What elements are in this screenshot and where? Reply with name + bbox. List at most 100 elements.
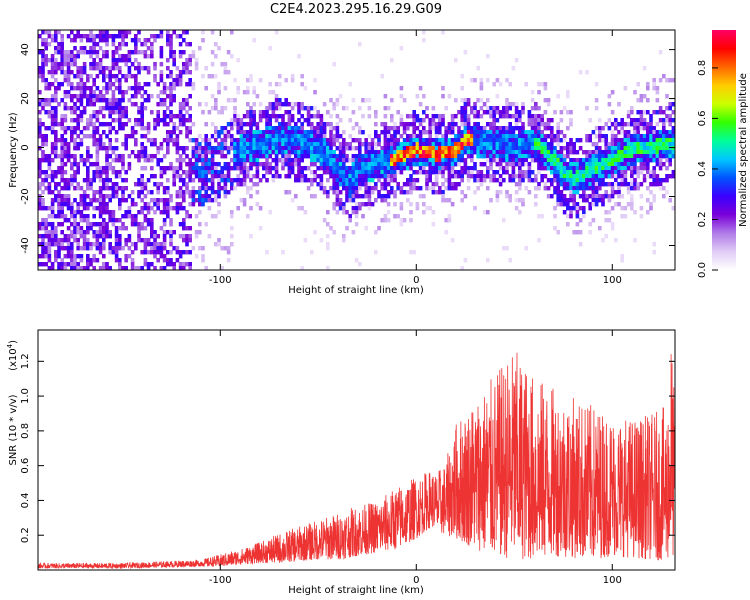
heatmap-cell <box>140 182 144 187</box>
heatmap-cell <box>412 118 416 123</box>
heatmap-cell <box>543 154 548 159</box>
heatmap-cell <box>63 50 68 55</box>
heatmap-cell <box>463 50 468 55</box>
heatmap-cell <box>239 154 244 159</box>
heatmap-cell <box>198 146 202 151</box>
heatmap-cell <box>82 50 87 55</box>
heatmap-cell <box>60 62 64 67</box>
heatmap-cell <box>185 262 189 267</box>
heatmap-cell <box>50 170 55 175</box>
heatmap-cell <box>646 138 650 143</box>
heatmap-cell <box>108 122 112 127</box>
heatmap-cell <box>271 130 276 135</box>
heatmap-cell <box>434 130 439 135</box>
heatmap-cell <box>153 198 157 203</box>
heatmap-cell <box>262 142 266 147</box>
heatmap-cell <box>111 194 116 199</box>
heatmap-cell <box>438 186 442 191</box>
heatmap-cell <box>489 114 493 119</box>
heatmap-cell <box>588 206 592 211</box>
x-tick-label: 100 <box>603 275 622 286</box>
heatmap-cell <box>70 82 74 87</box>
heatmap-cell <box>338 134 343 139</box>
heatmap-cell <box>146 238 151 243</box>
heatmap-cell <box>623 86 628 91</box>
heatmap-cell <box>601 150 605 155</box>
heatmap-cell <box>428 178 432 183</box>
heatmap-cell <box>249 146 253 151</box>
heatmap-cell <box>194 174 199 179</box>
heatmap-cell <box>588 118 592 123</box>
heatmap-cell <box>105 158 109 163</box>
heatmap-cell <box>556 138 560 143</box>
heatmap-cell <box>233 146 237 151</box>
heatmap-cell <box>89 98 93 103</box>
heatmap-cell <box>265 178 269 183</box>
heatmap-cell <box>466 138 471 143</box>
heatmap-cell <box>76 170 80 175</box>
heatmap-cell <box>466 126 471 131</box>
heatmap-cell <box>70 110 74 115</box>
heatmap-cell <box>236 166 240 171</box>
heatmap-cell <box>201 202 205 207</box>
heatmap-cell <box>572 190 576 195</box>
heatmap-cell <box>92 230 96 235</box>
heatmap-cell <box>527 110 532 115</box>
heatmap-cell <box>70 258 74 263</box>
heatmap-cell <box>582 214 586 219</box>
heatmap-cell <box>463 150 468 155</box>
heatmap-cell <box>265 110 269 115</box>
heatmap-cell <box>76 70 80 75</box>
heatmap-cell <box>466 130 471 135</box>
heatmap-cell <box>239 118 244 123</box>
heatmap-cell <box>406 146 410 151</box>
heatmap-cell <box>98 210 103 215</box>
heatmap-cell <box>156 122 160 127</box>
heatmap-cell <box>185 226 189 231</box>
heatmap-cell <box>588 202 592 207</box>
heatmap-cell <box>169 102 173 107</box>
heatmap-cell <box>332 138 336 143</box>
heatmap-cell <box>274 142 279 147</box>
heatmap-cell <box>63 154 68 159</box>
heatmap-cell <box>335 162 340 167</box>
heatmap-cell <box>54 230 58 235</box>
heatmap-cell <box>671 130 675 135</box>
heatmap-cell <box>114 174 119 179</box>
heatmap-cell <box>287 162 292 167</box>
heatmap-cell <box>460 166 464 171</box>
heatmap-cell <box>249 110 253 115</box>
heatmap-cell <box>114 234 119 239</box>
heatmap-cell <box>153 122 157 127</box>
heatmap-cell <box>63 162 68 167</box>
heatmap-cell <box>402 138 407 143</box>
heatmap-cell <box>457 150 461 155</box>
heatmap-cell <box>252 114 256 119</box>
heatmap-cell <box>102 226 106 231</box>
heatmap-cell <box>223 66 228 71</box>
heatmap-cell <box>658 166 663 171</box>
heatmap-cell <box>82 126 87 131</box>
heatmap-cell <box>386 162 391 167</box>
heatmap-cell <box>50 34 55 39</box>
heatmap-cell <box>649 158 653 163</box>
heatmap-cell <box>578 230 583 235</box>
heatmap-cell <box>450 166 455 171</box>
heatmap-cell <box>556 158 560 163</box>
heatmap-cell <box>361 182 365 187</box>
heatmap-cell <box>114 246 119 251</box>
heatmap-cell <box>530 138 535 143</box>
heatmap-cell <box>521 138 525 143</box>
heatmap-cell <box>47 30 52 35</box>
heatmap-cell <box>127 54 132 59</box>
heatmap-cell <box>665 178 669 183</box>
heatmap-cell <box>102 210 106 215</box>
heatmap-cell <box>108 114 112 119</box>
heatmap-cell <box>66 34 71 39</box>
heatmap-cell <box>54 234 58 239</box>
heatmap-cell <box>70 222 74 227</box>
heatmap-cell <box>79 158 84 163</box>
heatmap-cell <box>86 118 90 123</box>
heatmap-cell <box>482 142 487 147</box>
heatmap-cell <box>169 138 173 143</box>
